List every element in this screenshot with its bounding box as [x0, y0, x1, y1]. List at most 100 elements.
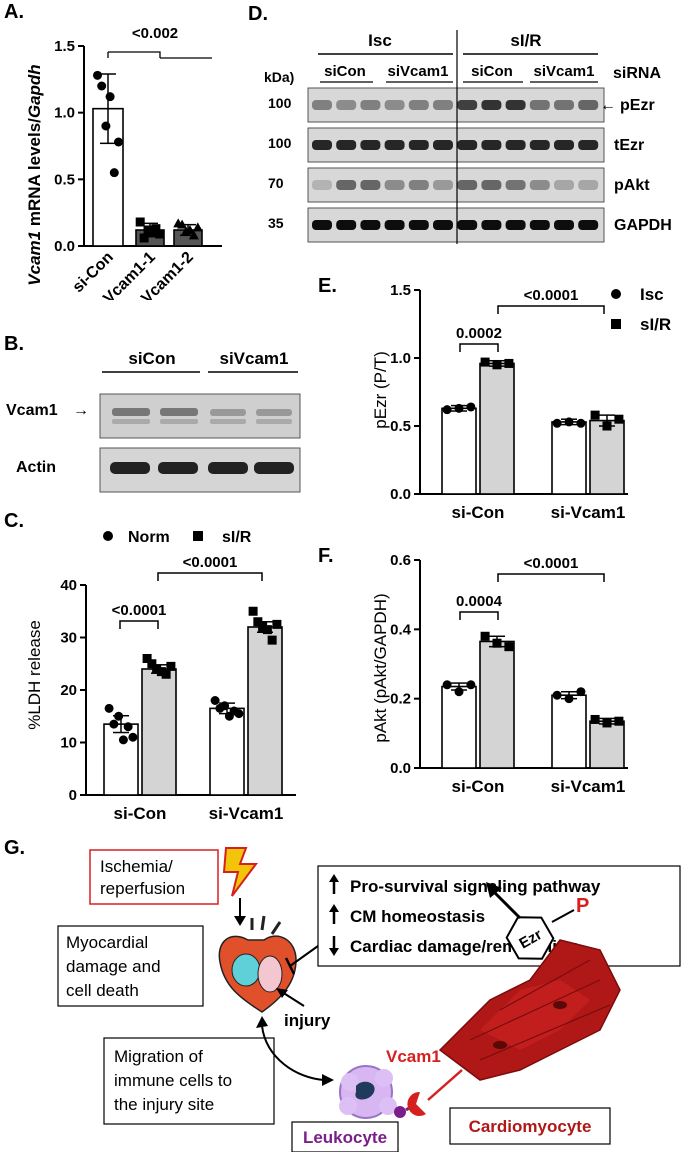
- x-category-label: si-Vcam1: [209, 804, 284, 823]
- cond-isc: Isc: [368, 31, 392, 50]
- band: [481, 220, 502, 230]
- data-point: [210, 696, 220, 705]
- panel-c: C. Norm sI/R %LDH release 0 10 20 30 40 si-Co…: [4, 510, 296, 823]
- band: [408, 180, 429, 190]
- blot-label-pakt: pAkt: [614, 177, 650, 194]
- data-point: [258, 622, 268, 632]
- band: [384, 100, 405, 110]
- band: [312, 100, 332, 110]
- damage-box: [57, 925, 204, 1007]
- data-point: [492, 638, 502, 648]
- band: [529, 180, 550, 190]
- band: [578, 140, 599, 150]
- legend-sir-c-label: sI/R: [222, 529, 252, 546]
- data-point: [480, 357, 490, 367]
- data-point: [466, 402, 476, 412]
- data-point: [590, 714, 600, 724]
- legend-isc-marker: [611, 289, 621, 299]
- pvalue-bracket-label: 0.0002: [456, 325, 502, 342]
- band: [312, 140, 332, 150]
- b-arrow: →: [73, 402, 89, 419]
- bracket-a: [107, 51, 212, 59]
- migration-line-3: the injury site: [114, 1095, 214, 1114]
- blot-label-gapdh: GAPDH: [614, 217, 672, 234]
- chart-c: 0 10 20 30 40 si-Con si-Vcam1 <0.0001 <0.0001: [60, 554, 296, 823]
- pvalue-bracket: [459, 611, 499, 620]
- panel-c-ylabel: %LDH release: [25, 620, 44, 730]
- lightning-icon: [222, 847, 258, 897]
- band: [578, 180, 599, 190]
- data-point: [151, 224, 161, 234]
- effects-box: [317, 865, 681, 967]
- band: [505, 140, 526, 150]
- panel-c-label: C.: [4, 510, 24, 532]
- cardiomyocyte-label: Cardiomyocyte: [469, 1117, 592, 1136]
- bar: [479, 640, 515, 769]
- sirna-3: siCon: [471, 63, 513, 80]
- migration-line-2: immune cells to: [114, 1071, 232, 1090]
- data-point: [188, 230, 199, 240]
- legend-norm-marker: [103, 531, 113, 541]
- up-arrow-head: [329, 904, 339, 912]
- band: [529, 220, 550, 230]
- kda-marker: 100: [268, 135, 292, 151]
- band: [408, 140, 429, 150]
- band: [336, 220, 357, 230]
- blot-label-tezr: tEzr: [614, 137, 644, 154]
- band: [384, 220, 405, 230]
- data-point: [147, 659, 157, 669]
- panel-d-label: D.: [248, 3, 268, 25]
- data-point: [614, 414, 624, 424]
- data-point: [272, 619, 282, 629]
- ezr-icon: Ezr: [505, 916, 555, 960]
- data-point: [161, 669, 171, 679]
- pvalue-bracket: [157, 572, 263, 581]
- migration-box: [103, 1037, 275, 1125]
- y-tick-label: 10: [60, 735, 77, 752]
- panel-a: A. Vcam1 mRNA levels/Gapdh 0.00.51.01.5s…: [4, 1, 222, 300]
- y-tick-label: 0: [69, 787, 77, 804]
- ischemia-line-2: reperfusion: [100, 879, 185, 898]
- kda-title: kDa): [264, 69, 294, 85]
- bar: [589, 419, 625, 495]
- cardiomyocyte-box: [449, 1107, 611, 1145]
- band: [505, 180, 526, 190]
- data-point: [234, 709, 244, 719]
- band: [360, 180, 381, 190]
- bar: [247, 626, 283, 796]
- kda-marker: 35: [268, 215, 284, 231]
- data-point: [104, 703, 114, 713]
- panel-e-label: E.: [318, 275, 337, 297]
- chart-f: 0.0 0.2 0.4 0.6 si-Con si-Vcam1 0.0004 <0.0001: [390, 552, 628, 796]
- data-point: [109, 168, 119, 178]
- band: [312, 220, 332, 230]
- data-point: [155, 229, 165, 239]
- band: [457, 140, 478, 150]
- p-label: P: [576, 895, 589, 917]
- sirna-4: siVcam1: [534, 63, 595, 80]
- pvalue-bracket: [459, 343, 499, 352]
- damage-line-3: cell death: [66, 981, 139, 1000]
- y-tick-label: 0.0: [390, 760, 411, 777]
- panel-f-label: F.: [318, 545, 334, 567]
- blot-d-pakt: [307, 167, 605, 203]
- data-point: [118, 735, 128, 745]
- pvalue-a: <0.002: [132, 25, 178, 42]
- pvalue-bracket: [497, 305, 605, 314]
- data-point: [166, 661, 176, 671]
- pvalue-bracket-label: <0.0001: [524, 555, 579, 572]
- data-point: [156, 667, 166, 677]
- x-category-label: si-Con: [452, 503, 505, 522]
- y-tick-label: 0.0: [54, 238, 75, 255]
- x-category-label: si-Vcam1: [551, 503, 626, 522]
- bar: [551, 694, 587, 769]
- band: [433, 100, 453, 110]
- band: [384, 140, 405, 150]
- band: [336, 100, 357, 110]
- b-group-sicon: siCon: [128, 349, 175, 368]
- data-point: [576, 687, 586, 697]
- panel-f-ylabel: pAkt (pAkt/GAPDH): [371, 593, 390, 742]
- x-category-label: si-Con: [114, 804, 167, 823]
- effect-text: CM homeostasis: [350, 907, 485, 926]
- band: [336, 180, 357, 190]
